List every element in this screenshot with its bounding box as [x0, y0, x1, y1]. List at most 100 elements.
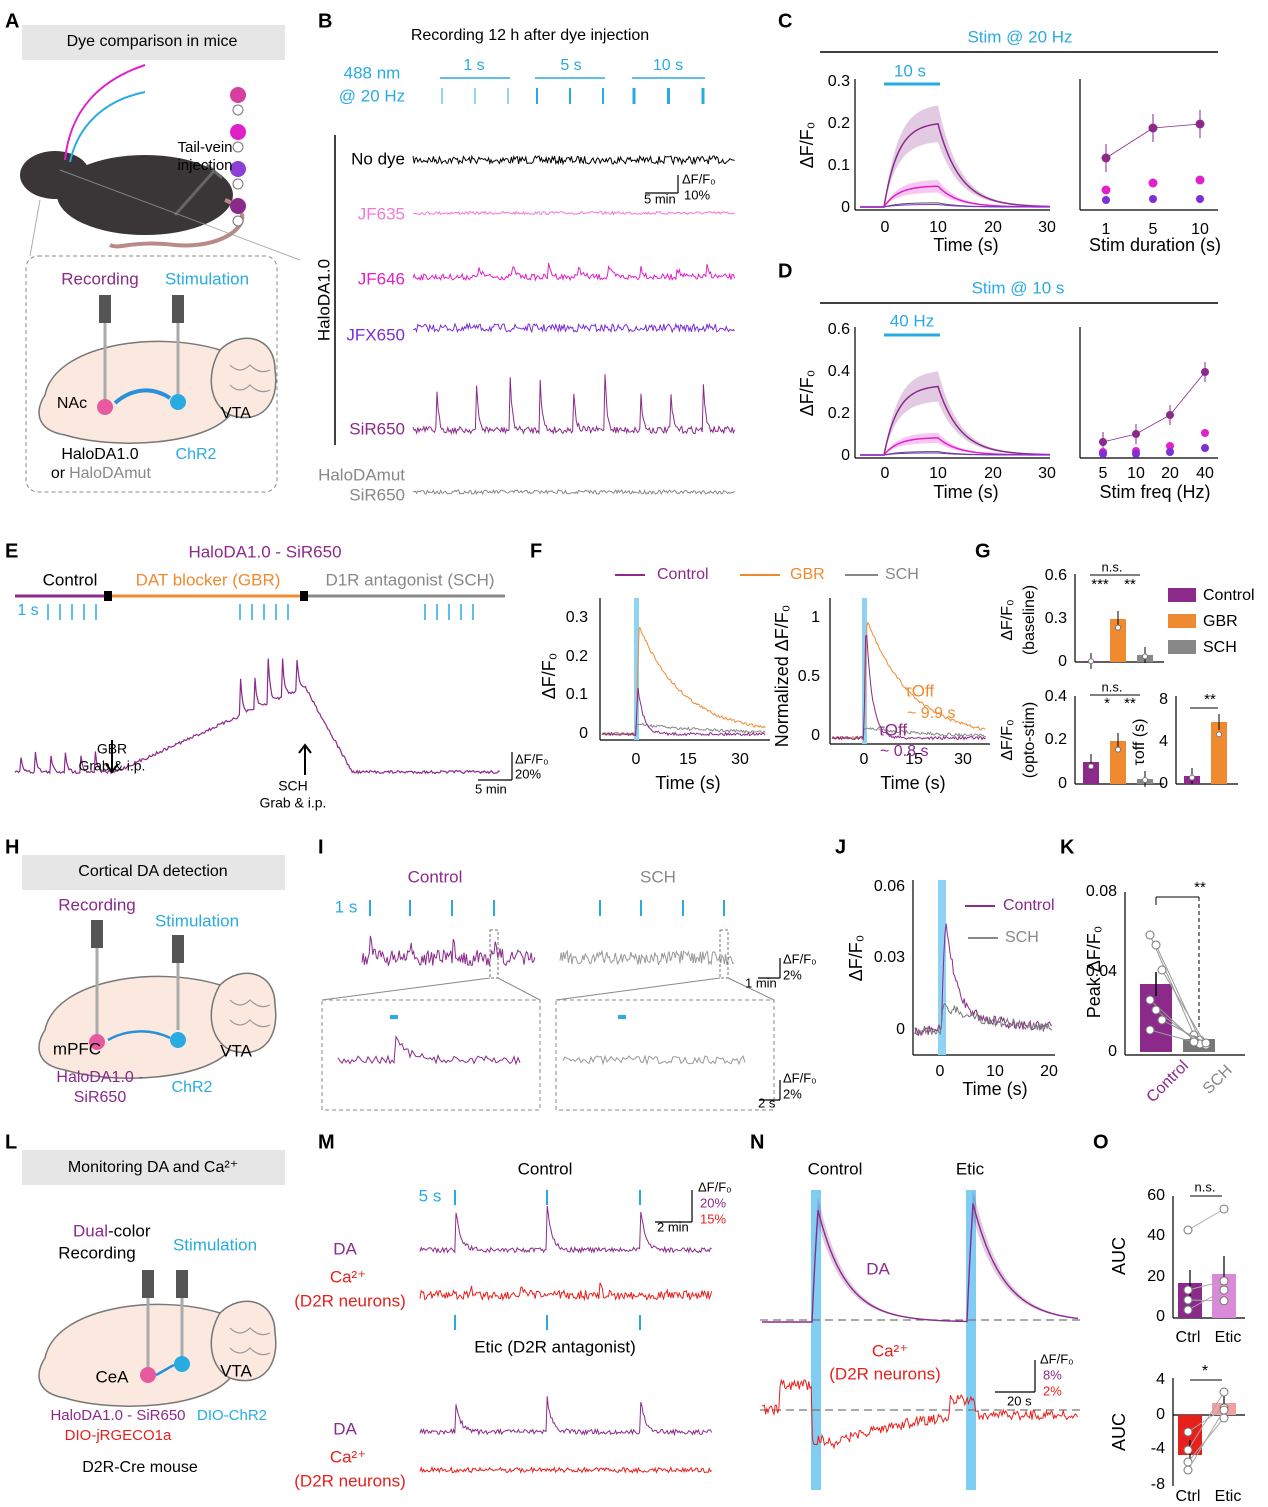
label: 5 [1099, 465, 1108, 482]
dye-icon [232, 141, 244, 153]
pair-line [1187, 1280, 1225, 1291]
label: Stimulation [165, 269, 249, 288]
label: Time (s) [962, 1079, 1027, 1099]
label: τOff [905, 681, 934, 700]
panel-letter: N [750, 1131, 764, 1153]
label: Ca²⁺ [330, 1267, 366, 1286]
label: 0 [936, 1063, 945, 1080]
label: Ca²⁺ [872, 1341, 908, 1360]
label: Recording [61, 269, 139, 288]
label: 2 s [758, 1095, 776, 1110]
label: DAT blocker (GBR) [136, 570, 281, 589]
label: Stimulation [173, 1235, 257, 1254]
stim-window [938, 880, 946, 1055]
label: GBR [790, 566, 825, 583]
panel-letter: A [5, 10, 19, 32]
label: 0 [896, 1021, 905, 1038]
label: HaloDA1.0 - SiR650 [188, 542, 341, 561]
panel-letter: O [1093, 1131, 1109, 1153]
label: ** [1194, 879, 1206, 896]
dot [1183, 1295, 1193, 1305]
label: n.s. [1102, 679, 1123, 694]
label: -color [108, 1221, 151, 1240]
label: 0 [860, 751, 869, 768]
label: 5 min [644, 191, 676, 206]
label: Recording [58, 895, 136, 914]
label: HaloDA1.0 - [56, 1069, 143, 1086]
label: ** [1124, 695, 1136, 712]
trace [762, 1203, 1079, 1323]
label: AUC [1109, 1413, 1129, 1451]
label: Stimulation [155, 911, 239, 930]
label: 2 min [657, 1219, 689, 1234]
label: 30 [1038, 465, 1056, 482]
dot [1183, 1285, 1193, 1295]
label: Peak ΔF/F₀ [1084, 926, 1104, 1019]
label: 1 [1102, 221, 1111, 238]
label: Control [1003, 897, 1055, 914]
error-band [762, 1189, 1078, 1322]
label: 10 [929, 219, 947, 236]
label: 20 [984, 465, 1002, 482]
label: 10 [1191, 221, 1209, 238]
dot [1151, 940, 1161, 950]
trace [412, 154, 735, 166]
label: Time (s) [933, 235, 998, 255]
projection-arrow [107, 1030, 171, 1042]
label: 0 [1156, 1406, 1165, 1423]
label: 4 [1156, 1371, 1165, 1388]
label: 0 [841, 447, 850, 464]
label: (D2R neurons) [294, 1471, 406, 1490]
label: 15 [905, 751, 923, 768]
dot [1132, 450, 1140, 458]
title-box [22, 855, 285, 890]
legend-swatch [1168, 588, 1196, 602]
axis-line [1135, 414, 1171, 435]
label: 2% [1043, 1383, 1062, 1398]
label: Etic [1215, 1488, 1242, 1505]
label: Stim freq (Hz) [1099, 482, 1210, 502]
label: DIO-jRGECO1a [65, 1427, 172, 1444]
label: 0 [1058, 775, 1067, 792]
label: 0 [1108, 1043, 1117, 1060]
label: ΔF/F₀ [783, 951, 817, 966]
panel-letter: M [318, 1131, 335, 1153]
dot [1157, 965, 1167, 975]
label: Dual [73, 1221, 108, 1240]
label: ** [1124, 576, 1136, 593]
label: HaloDAmut [318, 465, 405, 484]
brain [38, 1300, 277, 1407]
trace [337, 1035, 521, 1066]
label: 20 [1040, 1063, 1058, 1080]
label: * [1202, 1363, 1208, 1380]
label: ~ 0.8 s [880, 743, 928, 760]
label: D2R-Cre mouse [82, 1459, 198, 1476]
label: CeA [95, 1367, 129, 1386]
trace [562, 1054, 746, 1066]
label: Recording 12 h after dye injection [411, 27, 649, 44]
trace [601, 687, 766, 737]
label: *** [1091, 576, 1109, 593]
dot [1201, 1038, 1211, 1048]
trace [601, 626, 766, 737]
label: SCH [1200, 1062, 1236, 1098]
title-box [22, 1150, 285, 1185]
brain-outline [210, 984, 231, 1051]
dot [1201, 444, 1209, 452]
syringe [173, 163, 223, 216]
label: τOff [878, 720, 907, 739]
trace [412, 488, 735, 496]
pair-line [1187, 1208, 1225, 1231]
label: 0.6 [828, 321, 850, 338]
dot [1219, 1296, 1229, 1306]
label: (baseline) [1021, 585, 1038, 655]
label: VTA [220, 1041, 252, 1060]
bar [1211, 722, 1227, 784]
dot [1219, 1387, 1229, 1397]
trace [14, 658, 500, 775]
inset-box [25, 255, 278, 493]
label: SCH [1203, 639, 1237, 656]
stim-site [170, 394, 186, 410]
label: ΔF/F₀ [682, 171, 716, 186]
label: 0.06 [874, 878, 905, 895]
